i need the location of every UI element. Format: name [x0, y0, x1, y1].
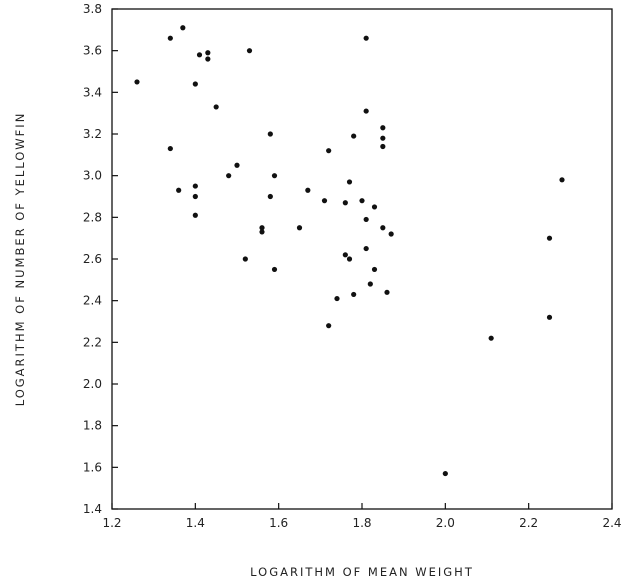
data-point: [363, 216, 369, 223]
data-point: [326, 323, 332, 329]
data-point: [559, 177, 565, 183]
x-tick-label: 1.2: [102, 516, 121, 530]
y-tick-label: 1.6: [83, 460, 102, 474]
data-point: [351, 291, 357, 298]
x-tick-label: 2.0: [436, 516, 455, 530]
x-tick-label: 1.8: [352, 516, 371, 530]
data-point: [380, 225, 386, 231]
data-point: [342, 252, 348, 258]
data-point: [442, 470, 448, 477]
data-point: [334, 295, 340, 302]
data-point: [546, 235, 553, 241]
y-tick-label: 3.6: [83, 44, 102, 58]
data-point: [167, 35, 173, 41]
data-point: [380, 135, 386, 141]
data-point: [488, 335, 494, 341]
data-point: [205, 50, 211, 56]
y-tick-label: 2.8: [83, 210, 102, 224]
data-point: [363, 108, 369, 114]
data-point: [226, 173, 232, 179]
data-points: [134, 25, 565, 477]
data-point: [380, 125, 386, 131]
y-tick-label: 1.4: [83, 502, 102, 516]
data-point: [242, 256, 248, 262]
x-tick-label: 2.2: [519, 516, 538, 530]
x-axis-title: LOGARITHM OF MEAN WEIGHT: [250, 565, 474, 579]
y-tick-label: 3.2: [83, 127, 102, 141]
y-tick-label: 2.4: [83, 294, 102, 308]
data-point: [367, 281, 373, 287]
data-point: [234, 162, 240, 168]
data-point: [196, 52, 203, 58]
data-point: [271, 266, 278, 273]
data-point: [213, 104, 219, 110]
data-point: [192, 212, 198, 218]
x-tick-label: 1.4: [186, 516, 205, 530]
data-point: [176, 187, 182, 193]
y-tick-label: 2.6: [83, 252, 102, 266]
plot-frame: [111, 8, 613, 510]
y-axis-title: LOGARITHM OF NUMBER OF YELLOWFIN: [13, 112, 27, 407]
data-point: [546, 314, 553, 320]
data-point: [384, 289, 390, 295]
data-point: [363, 35, 369, 41]
axis-ticks: [111, 8, 613, 510]
data-point: [363, 245, 369, 252]
data-point: [246, 48, 253, 54]
y-tick-label: 3.0: [83, 169, 102, 183]
data-point: [205, 56, 211, 62]
data-point: [259, 229, 265, 235]
data-point: [134, 79, 140, 85]
data-point: [267, 131, 273, 137]
data-point: [346, 179, 353, 185]
x-tick-label: 1.6: [269, 516, 288, 530]
data-point: [346, 256, 353, 262]
data-point: [271, 173, 278, 179]
data-point: [326, 148, 332, 154]
y-tick-label: 2.0: [83, 377, 102, 391]
data-point: [259, 225, 265, 231]
data-point: [267, 193, 273, 200]
data-point: [321, 198, 328, 204]
data-point: [180, 25, 186, 31]
y-tick-labels: 1.4 1.6 1.8 2.0 2.2 2.4 2.6 2.8 3.0 3.2 3.4 3.6 3.8: [83, 2, 102, 516]
data-point: [296, 225, 303, 231]
data-point: [371, 266, 378, 273]
y-tick-label: 2.2: [83, 335, 102, 349]
data-point: [167, 145, 173, 152]
x-tick-labels: 1.2 1.4 1.6 1.8 2.0 2.2 2.4: [102, 516, 621, 530]
y-tick-label: 1.8: [83, 419, 102, 433]
data-point: [371, 204, 378, 210]
data-point: [305, 187, 311, 193]
data-point: [192, 81, 198, 87]
data-point: [388, 231, 394, 237]
x-tick-label: 2.4: [602, 516, 621, 530]
data-point: [380, 143, 386, 150]
data-point: [192, 193, 198, 200]
data-point: [342, 200, 348, 206]
data-point: [351, 133, 357, 139]
data-point: [192, 183, 198, 189]
y-tick-label: 3.8: [83, 2, 102, 16]
data-point: [359, 198, 365, 204]
y-tick-label: 3.4: [83, 85, 102, 99]
